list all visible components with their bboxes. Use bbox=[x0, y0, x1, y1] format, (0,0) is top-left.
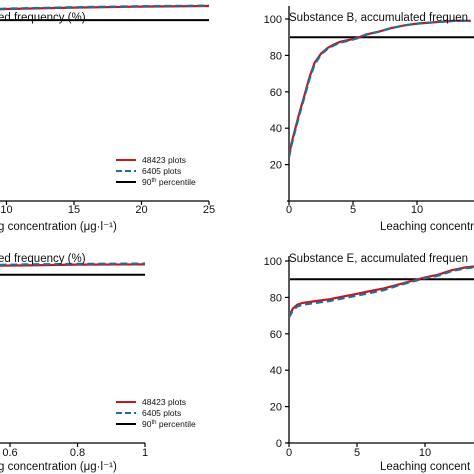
legend-label-red: 48423 plots bbox=[142, 397, 186, 407]
x-tick-label: 15 bbox=[68, 204, 80, 216]
x-tick-label: 10 bbox=[419, 447, 431, 459]
x-tick-label: 5 bbox=[350, 204, 356, 216]
x-tick-label: 0.6 bbox=[2, 447, 17, 459]
x-tick-label: 0.8 bbox=[70, 447, 85, 459]
y-tick-label: 20 bbox=[270, 160, 282, 172]
y-tick-label: 60 bbox=[270, 87, 282, 99]
chart-title: Substance E, accumulated frequen bbox=[289, 253, 468, 265]
legend-label-blue: 6405 plots bbox=[142, 408, 181, 418]
y-tick-label: 0 bbox=[276, 438, 282, 450]
y-tick-label: 80 bbox=[270, 292, 282, 304]
x-tick-label: 1 bbox=[142, 447, 148, 459]
chart-title: Substance B, accumulated frequen bbox=[289, 12, 468, 24]
legend-label-red: 48423 plots bbox=[142, 155, 186, 165]
y-tick-label: 100 bbox=[264, 14, 282, 26]
series-line-blue bbox=[0, 262, 146, 266]
x-tick-label: 10 bbox=[0, 204, 12, 216]
series-line-red bbox=[0, 4, 210, 11]
chart-title: ed frequency (%) bbox=[0, 12, 86, 24]
y-tick-label: 40 bbox=[270, 123, 282, 135]
legend-label-blue: 6405 plots bbox=[142, 166, 181, 176]
x-tick-label: 0 bbox=[286, 204, 292, 216]
x-tick-label: 20 bbox=[135, 204, 147, 216]
x-tick-label: 5 bbox=[354, 447, 360, 459]
series-line-red bbox=[290, 19, 471, 156]
x-axis-label: g concentration (μg·l⁻¹) bbox=[0, 461, 117, 473]
legend-label-black: 90th percentile bbox=[142, 419, 196, 429]
x-tick-label: 10 bbox=[411, 204, 423, 216]
chart-title: ed frequency (%) bbox=[0, 253, 86, 265]
legend-label-black: 90th percentile bbox=[142, 177, 196, 187]
y-tick-label: 20 bbox=[270, 402, 282, 414]
y-tick-label: 80 bbox=[270, 50, 282, 62]
chart-panel-tl: 10 15 20 25 ed frequency (%) g concentration … bbox=[0, 4, 215, 233]
series-line-blue bbox=[290, 266, 474, 318]
y-tick-label: 60 bbox=[270, 329, 282, 341]
x-axis-label: g concentration (μg·l⁻¹) bbox=[0, 221, 117, 233]
x-tick-label: 25 bbox=[203, 204, 215, 216]
x-tick-label: 0 bbox=[286, 447, 292, 459]
x-axis-label: Leaching concent bbox=[380, 461, 471, 473]
y-tick-label: 40 bbox=[270, 365, 282, 377]
y-tick-label: 100 bbox=[264, 256, 282, 268]
x-axis-label: Leaching concentr bbox=[380, 221, 474, 233]
series-line-blue bbox=[290, 19, 471, 158]
series-line-red bbox=[290, 265, 474, 317]
chart-panel-tr: 0 5 10 20 40 60 80 100 Substance B, accumulated … bbox=[264, 6, 474, 233]
